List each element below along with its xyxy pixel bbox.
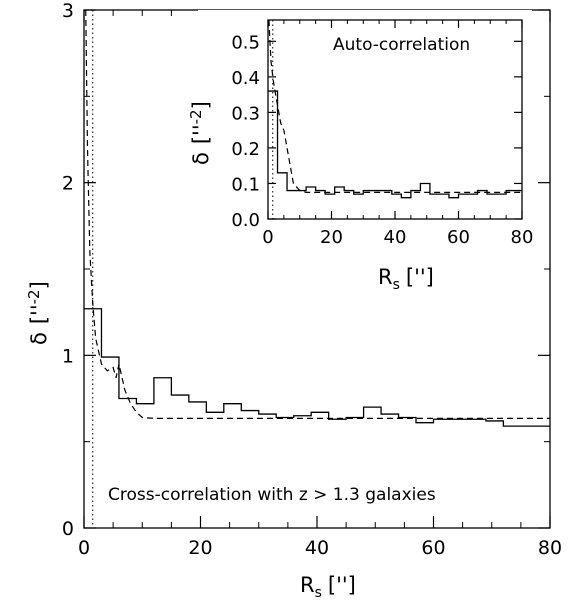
main-ytick-label: 0 (62, 518, 74, 540)
inset-tick-labels: 0 20 40 60 80 0.0 0.1 0.2 0.3 0.4 0.5 (231, 32, 533, 248)
main-y-axis-label: δ[''-2] (25, 281, 51, 345)
main-tick-labels: 0 20 40 60 80 0 1 2 3 (62, 0, 562, 559)
inset-xtick-label: 20 (320, 227, 343, 248)
main-ytick-label: 3 (62, 0, 74, 22)
main-xtick-label: 0 (78, 537, 90, 559)
inset-ytick-label: 0.2 (231, 139, 260, 160)
main-series (84, 9, 550, 528)
inset-ytick-label: 0.0 (231, 210, 260, 231)
inset-xtick-label: 80 (511, 227, 534, 248)
inset-model-dashed-series (268, 19, 522, 193)
inset-series (268, 19, 522, 219)
inset-xtick-label: 40 (384, 227, 407, 248)
main-annotation: Cross-correlation with z > 1.3 galaxies (108, 485, 436, 505)
inset-ytick-label: 0.3 (231, 103, 260, 124)
inset-ytick-label: 0.1 (231, 174, 260, 195)
main-histogram-series (84, 308, 550, 427)
main-xtick-label: 60 (421, 537, 445, 559)
main-xtick-label: 20 (188, 537, 212, 559)
inset-ytick-label: 0.5 (231, 32, 260, 53)
main-ytick-label: 2 (62, 173, 74, 195)
inset-background (198, 10, 532, 294)
main-xtick-label: 80 (538, 537, 562, 559)
main-ytick-label: 1 (62, 345, 74, 367)
main-xtick-label: 40 (305, 537, 329, 559)
inset-chart: 0 20 40 60 80 0.0 0.1 0.2 0.3 0.4 0.5 Auto-correla… (187, 10, 533, 294)
main-x-axis-label: Rs [''] (300, 573, 356, 601)
inset-xtick-label: 0 (262, 227, 273, 248)
inset-x-axis-label: Rs [''] (378, 265, 434, 293)
inset-histogram-series (268, 90, 522, 199)
inset-ytick-label: 0.4 (231, 68, 260, 89)
main-model-dashed-series (85, 9, 550, 419)
inset-annotation: Auto-correlation (333, 35, 470, 55)
inset-axis-ticks (267, 20, 523, 220)
inset-xtick-label: 60 (447, 227, 470, 248)
inset-y-axis-label: δ[''-2] (187, 101, 213, 165)
